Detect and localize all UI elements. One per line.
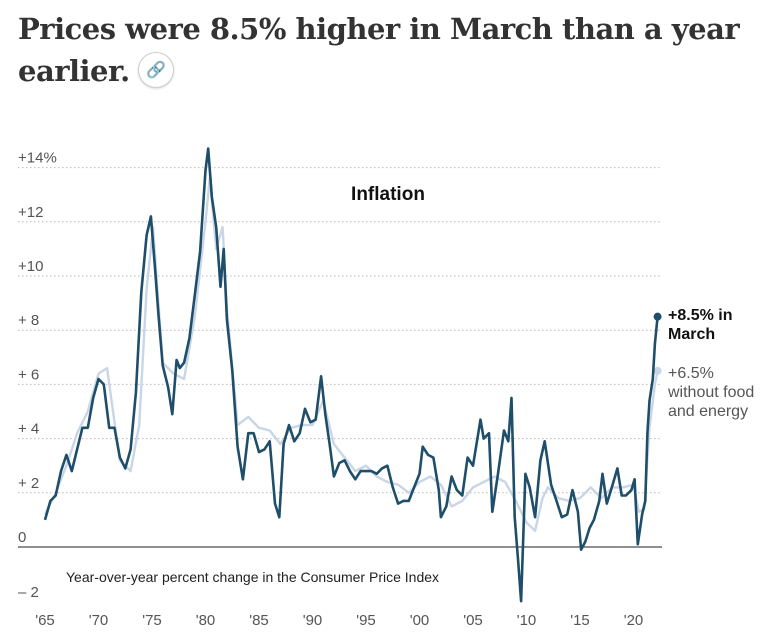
link-icon[interactable]: 🔗 xyxy=(137,52,174,88)
y-tick-label: + 8 xyxy=(18,312,39,329)
x-tick-label: '20 xyxy=(624,612,644,629)
x-tick-label: '85 xyxy=(249,612,269,629)
headline-endpoint xyxy=(653,312,662,321)
x-tick-label: '80 xyxy=(196,612,216,629)
x-tick-label: '65 xyxy=(35,612,55,629)
y-tick-label: + 6 xyxy=(18,366,39,383)
headline: Prices were 8.5% higher in March than a … xyxy=(18,8,758,92)
y-tick-label: + 2 xyxy=(18,475,39,492)
x-tick-label: '70 xyxy=(89,612,109,629)
y-tick-label: +10 xyxy=(18,258,43,275)
y-tick-label: +12 xyxy=(18,204,43,221)
x-tick-label: '75 xyxy=(142,612,162,629)
x-tick-label: '05 xyxy=(463,612,483,629)
chart-caption: Year-over-year percent change in the Con… xyxy=(66,569,439,585)
x-tick-label: '95 xyxy=(356,612,376,629)
core-endpoint xyxy=(653,366,662,375)
headline-annotation: +8.5% in xyxy=(668,307,732,324)
headline-line1: Prices were 8.5% higher in March than a … xyxy=(18,12,740,46)
core-annotation: +6.5% xyxy=(668,365,714,382)
x-tick-label: '15 xyxy=(570,612,590,629)
headline-cpi-line xyxy=(43,147,659,603)
x-tick-label: '90 xyxy=(303,612,323,629)
y-tick-label: + 4 xyxy=(18,421,39,438)
core-annotation: without food xyxy=(667,384,754,401)
y-tick-label: +14% xyxy=(18,150,57,167)
core-annotation: and energy xyxy=(668,403,748,420)
y-tick-label: 0 xyxy=(18,529,26,546)
headline-annotation: March xyxy=(668,326,715,343)
x-tick-label: '10 xyxy=(517,612,537,629)
chart-title: Inflation xyxy=(351,184,425,205)
x-tick-label: '00 xyxy=(410,612,430,629)
headline-line2: earlier. xyxy=(18,54,130,88)
y-tick-label: – 2 xyxy=(18,584,39,601)
